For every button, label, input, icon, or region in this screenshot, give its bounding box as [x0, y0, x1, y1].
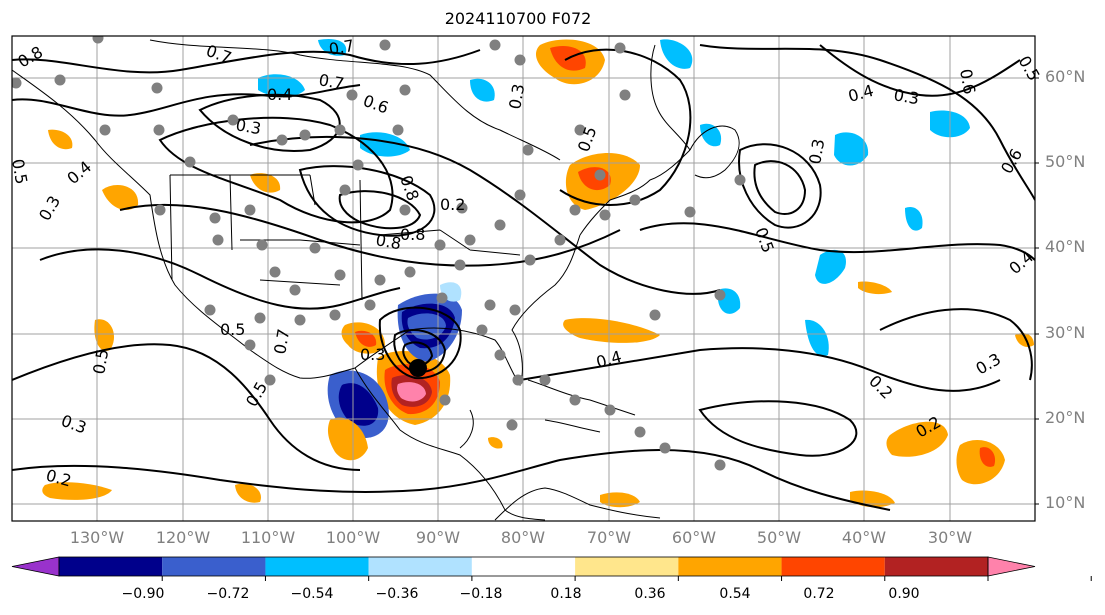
colorbar-swatch [884, 557, 988, 576]
colorbar-swatch [678, 557, 782, 576]
lon-label-40w: 40°W [841, 528, 887, 547]
contour-label: 0.5 [8, 157, 31, 185]
lon-label-120w: 120°W [155, 528, 211, 547]
colorbar-tick-label: −0.72 [206, 586, 250, 602]
lon-label-50w: 50°W [756, 528, 802, 547]
contour-label: 0.5 [89, 347, 112, 375]
storm-center-marker [409, 359, 427, 377]
contour-label: 0.4 [594, 347, 624, 372]
colorbar-tick-label: 0.36 [634, 586, 666, 602]
colorbar-swatch [575, 557, 679, 576]
colorbar-swatch [471, 557, 576, 576]
contour-label: 0.8 [15, 42, 47, 71]
contour-label: 0.2 [865, 371, 896, 402]
contour-label: 0.3 [360, 345, 385, 364]
colorbar-tick-label: −0.54 [290, 586, 334, 602]
contour-label: 0.7 [317, 70, 345, 93]
contour-label: 0.3 [234, 115, 262, 138]
lon-label-80w: 80°W [500, 528, 546, 547]
contour-label: 0.3 [35, 192, 64, 224]
colorbar-tick-label: 0.54 [719, 586, 751, 602]
contour-label: 0.4 [267, 85, 292, 104]
contour-label: 0.3 [805, 137, 828, 165]
contour-label: 0.2 [440, 195, 465, 214]
contour-label: 0.8 [374, 230, 402, 253]
lon-label-90w: 90°W [415, 528, 461, 547]
lat-label-10: 10°N [1045, 493, 1086, 512]
contour-label: 0.6 [361, 91, 391, 118]
contours [12, 44, 1035, 511]
contour-label: 0.7 [204, 41, 234, 68]
contour-label: 0.3 [505, 82, 528, 110]
lon-label-30w: 30°W [927, 528, 973, 547]
colorbar-outline [58, 556, 989, 577]
contour-label: 0.3 [59, 411, 89, 438]
colorbar-tick-label: 0.18 [550, 586, 582, 602]
contour-label: 0.7 [270, 327, 293, 355]
colorbar-swatch [59, 557, 163, 576]
colorbar [11, 556, 1092, 581]
contour-label: 0.4 [846, 81, 876, 106]
colorbar-swatch [162, 557, 266, 576]
shading-positive [42, 39, 1034, 508]
lat-label-40: 40°N [1045, 237, 1086, 256]
lon-label-70w: 70°W [586, 528, 632, 547]
map-title: 2024110700 F072 [444, 9, 592, 28]
contour-label: 0.5 [751, 225, 778, 255]
lat-label-30: 30°N [1045, 323, 1086, 342]
map-frame [11, 35, 1036, 522]
colorbar-tick-label: −0.90 [121, 586, 165, 602]
colorbar-extend-high [987, 556, 1036, 577]
colorbar-tick-label: 0.90 [888, 586, 920, 602]
lon-label-100w: 100°W [325, 528, 381, 547]
colorbar-tick-label: −0.18 [459, 586, 503, 602]
lon-label-60w: 60°W [671, 528, 717, 547]
lat-label-60: 60°N [1045, 67, 1086, 86]
contour-label: 0.8 [400, 225, 425, 244]
contour-label: 0.6 [997, 145, 1026, 177]
tick-marks [1035, 77, 1039, 505]
lon-label-110w: 110°W [240, 528, 296, 547]
lat-label-20: 20°N [1045, 408, 1086, 427]
colorbar-extend-low [11, 556, 60, 577]
contour-label: 0.3 [892, 85, 920, 108]
contour-label: 0.5 [220, 320, 245, 339]
lon-label-130w: 130°W [69, 528, 125, 547]
lat-label-50: 50°N [1045, 152, 1086, 171]
contour-label: 0.6 [956, 67, 979, 95]
colorbar-swatch [781, 557, 885, 576]
colorbar-tick-label: −0.36 [375, 586, 419, 602]
colorbar-swatch [265, 557, 369, 576]
colorbar-tick-label: 0.72 [803, 586, 835, 602]
colorbar-swatch [368, 557, 472, 576]
contour-label: 0.7 [327, 36, 355, 59]
contour-label: 0.4 [63, 157, 95, 188]
shading-negative [258, 38, 970, 461]
contour-label: 0.4 [1005, 247, 1037, 278]
stations [12, 36, 746, 471]
contour-label: 0.5 [1015, 53, 1044, 85]
contour-label: 0.3 [973, 349, 1005, 378]
